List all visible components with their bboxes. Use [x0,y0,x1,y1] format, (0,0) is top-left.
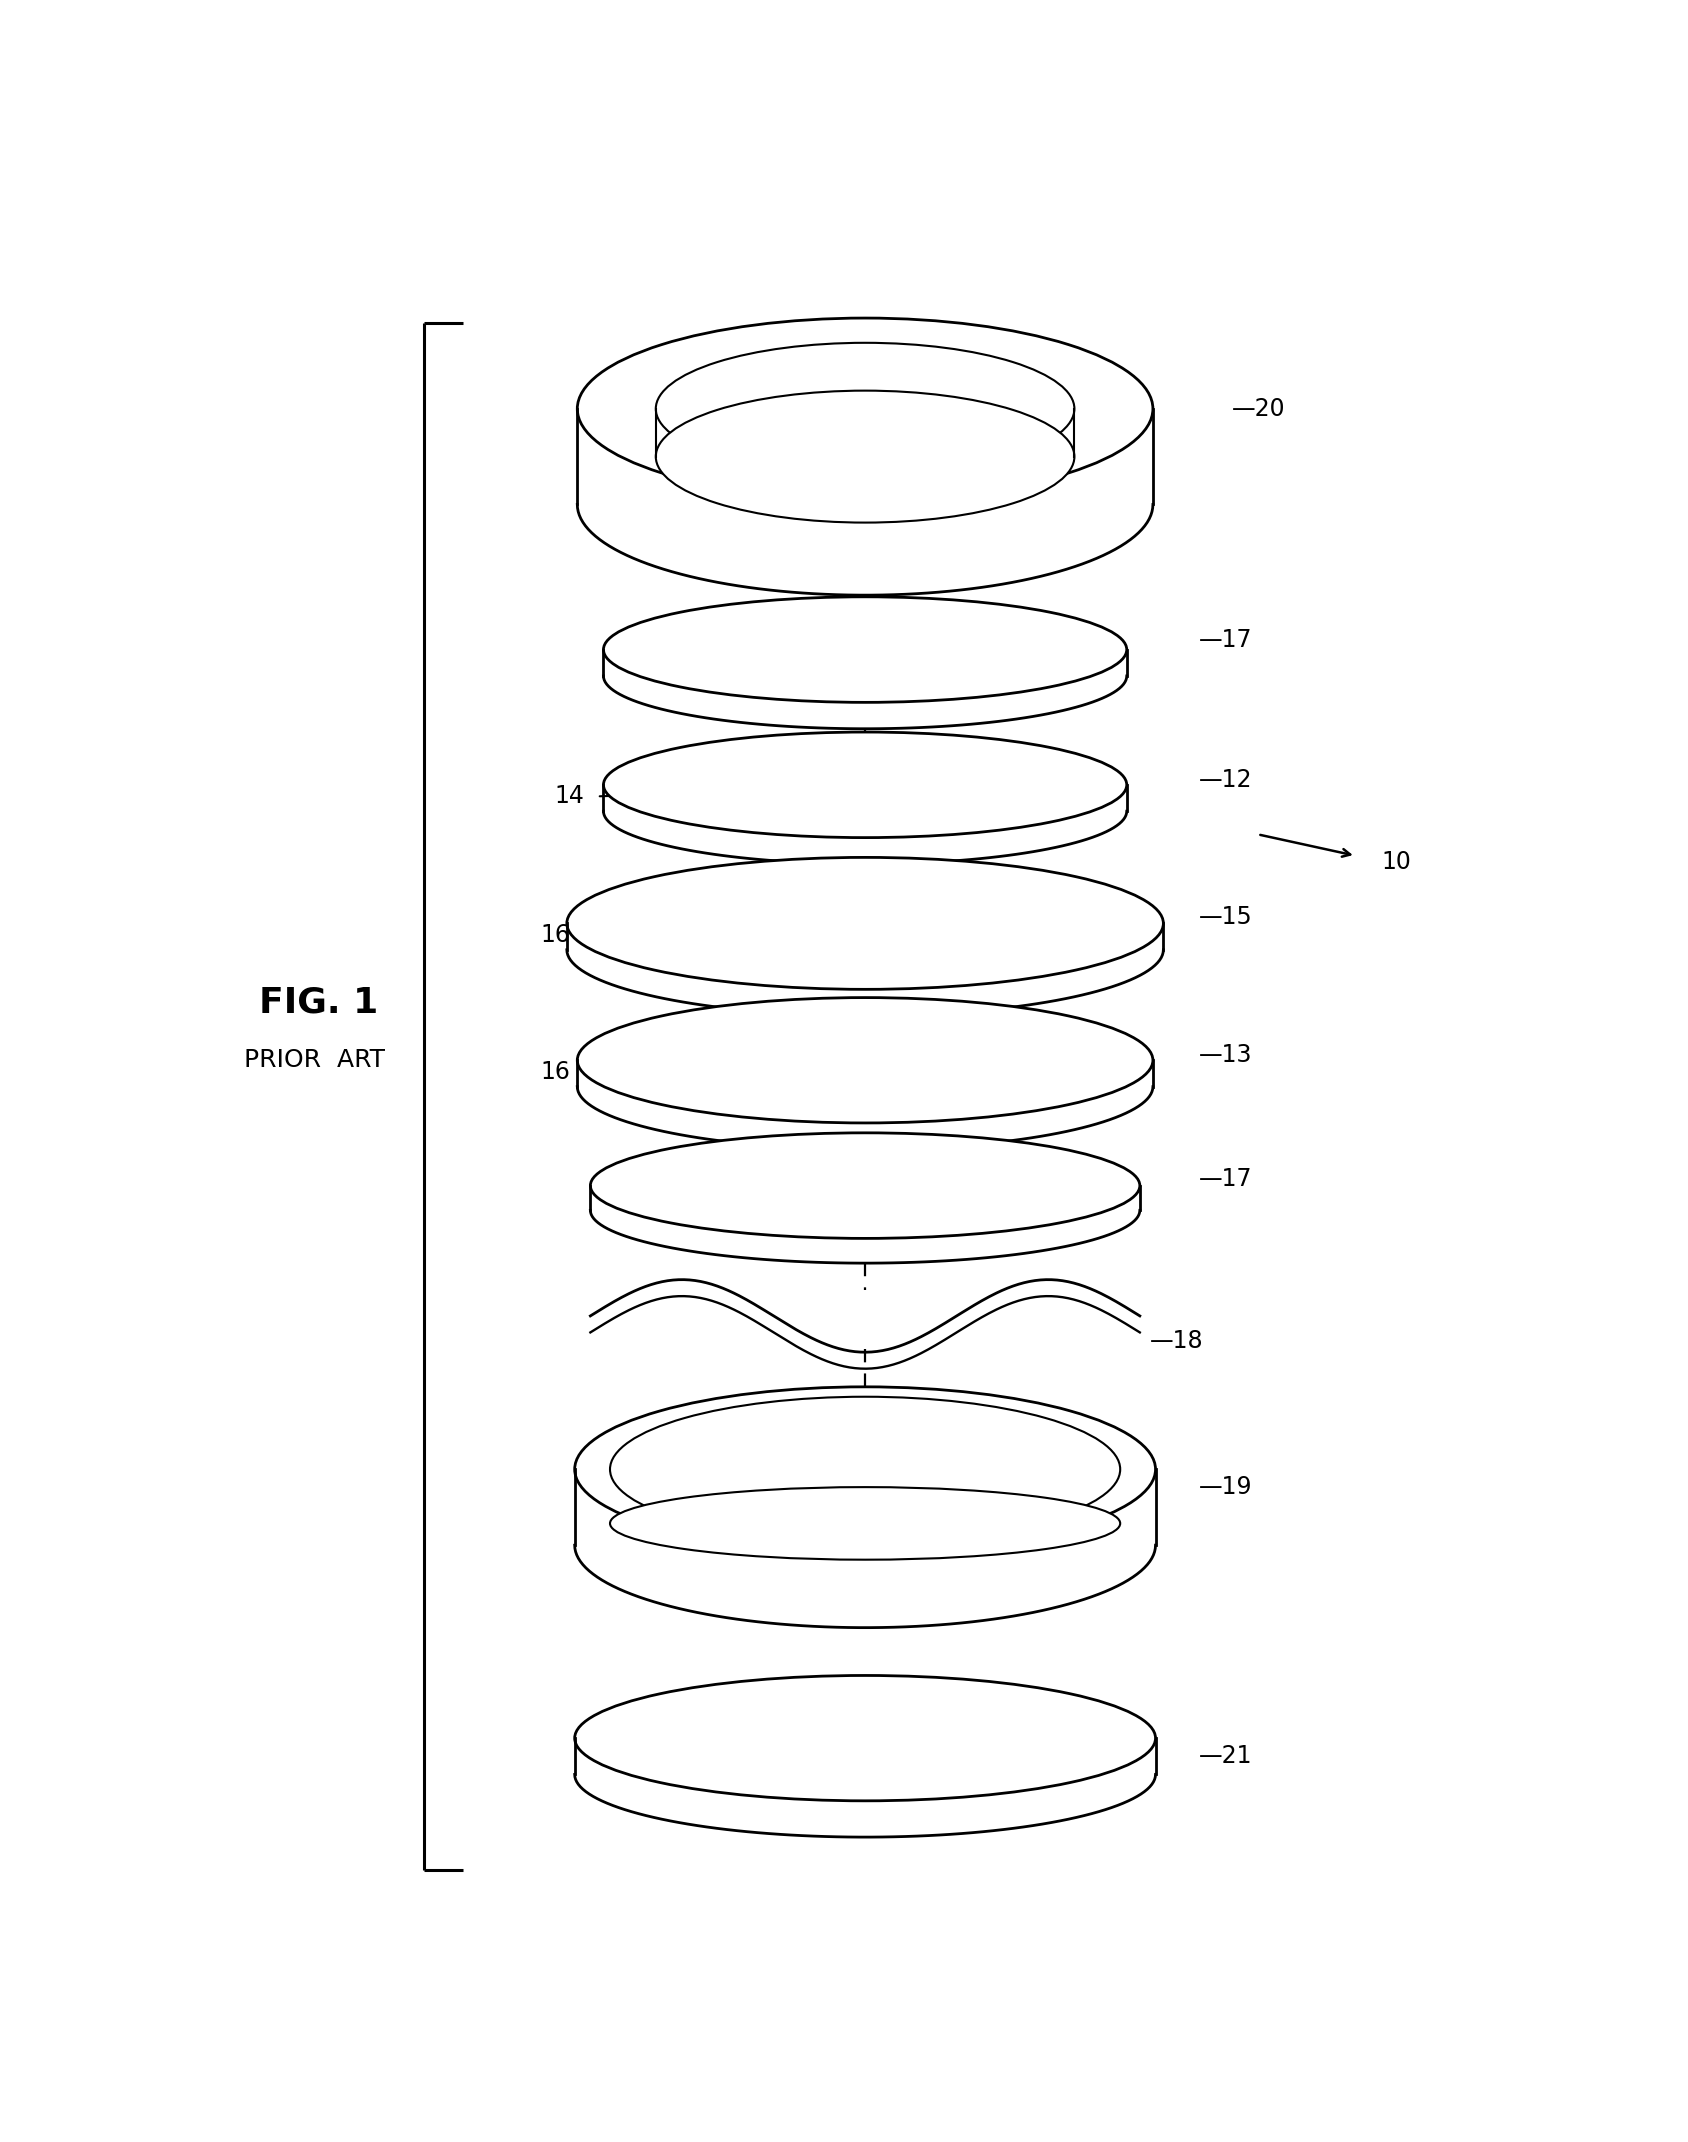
Polygon shape [574,1737,1156,1838]
Text: 14: 14 [554,784,584,808]
Text: PRIOR  ART: PRIOR ART [243,1047,385,1073]
Polygon shape [604,784,1128,863]
Text: 16: 16 [540,923,571,947]
Text: —12: —12 [1198,767,1252,793]
Text: —15: —15 [1198,904,1252,930]
Ellipse shape [591,1133,1139,1238]
Ellipse shape [574,1386,1156,1551]
Text: —17: —17 [1198,628,1252,651]
Text: —13: —13 [1198,1043,1252,1067]
Text: 10: 10 [1382,850,1411,874]
Text: —20: —20 [1232,396,1285,420]
Ellipse shape [574,1675,1156,1801]
Ellipse shape [604,733,1128,838]
Text: —21: —21 [1198,1744,1252,1769]
Ellipse shape [655,343,1075,476]
Ellipse shape [604,598,1128,703]
Text: FIG. 1: FIG. 1 [258,985,378,1020]
Ellipse shape [609,1397,1121,1542]
Polygon shape [591,1187,1139,1264]
Polygon shape [574,1469,1156,1628]
Ellipse shape [577,317,1153,499]
Ellipse shape [577,998,1153,1122]
Ellipse shape [567,857,1163,990]
Text: —18: —18 [1150,1328,1204,1352]
Text: 16: 16 [540,1060,571,1084]
Ellipse shape [655,390,1075,523]
Polygon shape [567,923,1163,1015]
Polygon shape [604,649,1128,728]
Polygon shape [577,409,1153,595]
Polygon shape [577,1060,1153,1150]
Ellipse shape [609,1487,1121,1559]
Text: —19: —19 [1198,1476,1252,1499]
Text: —17: —17 [1198,1167,1252,1191]
